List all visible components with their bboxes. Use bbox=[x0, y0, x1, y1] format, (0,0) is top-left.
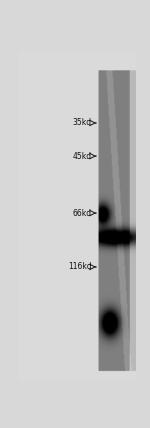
Text: 35kd: 35kd bbox=[73, 119, 92, 128]
Text: 45kd: 45kd bbox=[73, 152, 92, 160]
Text: 116kd: 116kd bbox=[68, 262, 92, 271]
Text: 66kd: 66kd bbox=[73, 208, 92, 217]
Text: www.
PTGLA
B3.CO
M: www. PTGLA B3.CO M bbox=[37, 197, 80, 222]
